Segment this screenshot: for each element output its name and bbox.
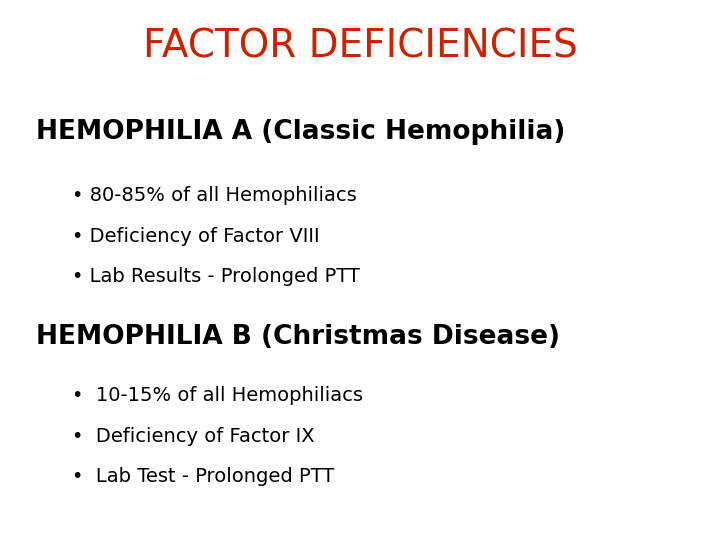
Text: HEMOPHILIA B (Christmas Disease): HEMOPHILIA B (Christmas Disease) <box>36 324 560 350</box>
Text: • Lab Results - Prolonged PTT: • Lab Results - Prolonged PTT <box>72 267 360 286</box>
Text: •  Deficiency of Factor IX: • Deficiency of Factor IX <box>72 427 315 446</box>
Text: • 80-85% of all Hemophiliacs: • 80-85% of all Hemophiliacs <box>72 186 356 205</box>
Text: FACTOR DEFICIENCIES: FACTOR DEFICIENCIES <box>143 27 577 65</box>
Text: HEMOPHILIA A (Classic Hemophilia): HEMOPHILIA A (Classic Hemophilia) <box>36 119 565 145</box>
Text: •  10-15% of all Hemophiliacs: • 10-15% of all Hemophiliacs <box>72 386 363 405</box>
Text: •  Lab Test - Prolonged PTT: • Lab Test - Prolonged PTT <box>72 467 334 486</box>
Text: • Deficiency of Factor VIII: • Deficiency of Factor VIII <box>72 227 320 246</box>
